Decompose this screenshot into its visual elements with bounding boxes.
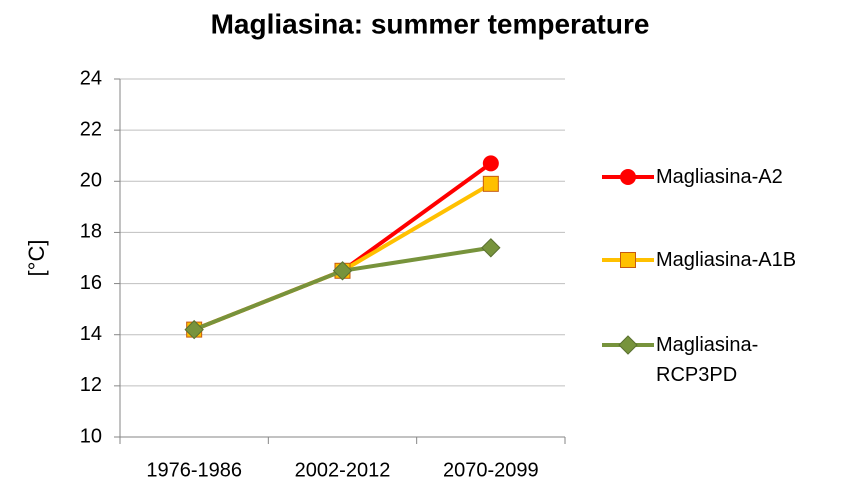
legend-label: Magliasina-A1B [656, 249, 797, 271]
chart-title: Magliasina: summer temperature [211, 8, 650, 39]
legend-item: Magliasina-A2 [600, 166, 840, 192]
y-tick-label: 22 [80, 118, 102, 140]
series-line [193, 245, 492, 332]
marker [620, 169, 636, 185]
marker [332, 261, 353, 281]
y-tick-label: 20 [80, 170, 102, 192]
y-tick-label: 10 [80, 425, 102, 447]
legend-swatch [602, 252, 654, 268]
x-tick-label: 2002-2012 [295, 459, 391, 481]
legend-item: Magliasina-RCP3PD [600, 334, 840, 390]
marker [620, 252, 636, 268]
y-tick-label: 24 [80, 67, 102, 89]
y-tick-label: 18 [80, 221, 102, 243]
legend-swatch [602, 335, 654, 355]
legend-swatch [602, 169, 654, 185]
series-line [193, 182, 492, 332]
y-tick-label: 14 [80, 323, 102, 345]
x-tick-label: 2070-2099 [443, 459, 539, 481]
marker [482, 155, 499, 172]
legend-label: Magliasina-RCP3PD [656, 334, 759, 386]
marker [481, 238, 501, 258]
marker [184, 319, 204, 340]
marker [482, 175, 499, 192]
y-tick-label: 12 [80, 374, 102, 396]
y-axis-label: [°C] [24, 240, 49, 277]
legend-label: Magliasina-A2 [656, 166, 783, 188]
x-tick-label: 1976-1986 [146, 459, 242, 481]
legend-item: Magliasina-A1B [600, 249, 840, 275]
y-tick-label: 16 [80, 272, 102, 294]
marker [618, 335, 638, 355]
series-line [193, 161, 493, 332]
